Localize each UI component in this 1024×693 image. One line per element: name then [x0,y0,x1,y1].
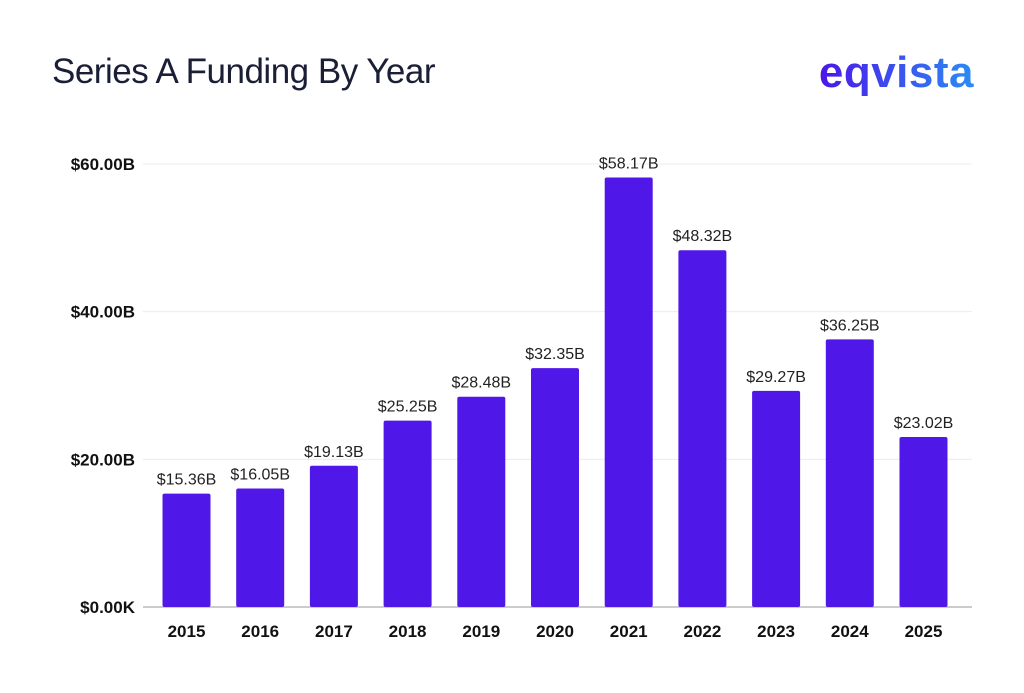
data-label: $15.36B [157,472,217,489]
x-tick-label: 2023 [757,622,795,641]
bar-2023 [752,390,801,607]
bar-2024 [825,339,874,607]
data-label: $19.13B [304,444,364,461]
data-label: $16.05B [230,466,290,483]
y-tick-label: $20.00B [71,450,135,469]
eqvista-logo: eqvista [818,48,974,97]
x-tick-label: 2016 [241,622,279,641]
y-tick-label: $40.00B [71,303,135,322]
bar-2015 [162,493,211,607]
data-label: $48.32B [673,228,733,245]
x-tick-label: 2018 [389,622,427,641]
x-tick-label: 2025 [905,622,943,641]
bar-2018 [383,420,432,607]
data-label: $32.35B [525,346,585,363]
bar-2021 [604,177,653,607]
bar-2022 [678,250,727,607]
chart-title: Series A Funding By Year [52,52,436,91]
x-tick-label: 2021 [610,622,648,641]
x-tick-label: 2015 [168,622,206,641]
x-tick-label: 2019 [462,622,500,641]
x-tick-label: 2024 [831,622,869,641]
data-label: $58.17B [599,156,659,173]
data-label: $36.25B [820,317,880,334]
bar-2019 [457,396,506,607]
y-tick-label: $0.00K [80,598,136,617]
data-label: $28.48B [451,375,511,392]
y-tick-label: $60.00B [71,155,135,174]
data-label: $29.27B [746,369,806,386]
bar-2025 [899,437,948,607]
x-tick-label: 2017 [315,622,353,641]
x-tick-label: 2022 [683,622,721,641]
data-label: $25.25B [378,399,438,416]
data-label: $23.02B [894,415,954,432]
bar-2016 [236,488,285,607]
x-tick-label: 2020 [536,622,574,641]
bar-2017 [309,465,358,607]
bar-2020 [531,368,579,607]
